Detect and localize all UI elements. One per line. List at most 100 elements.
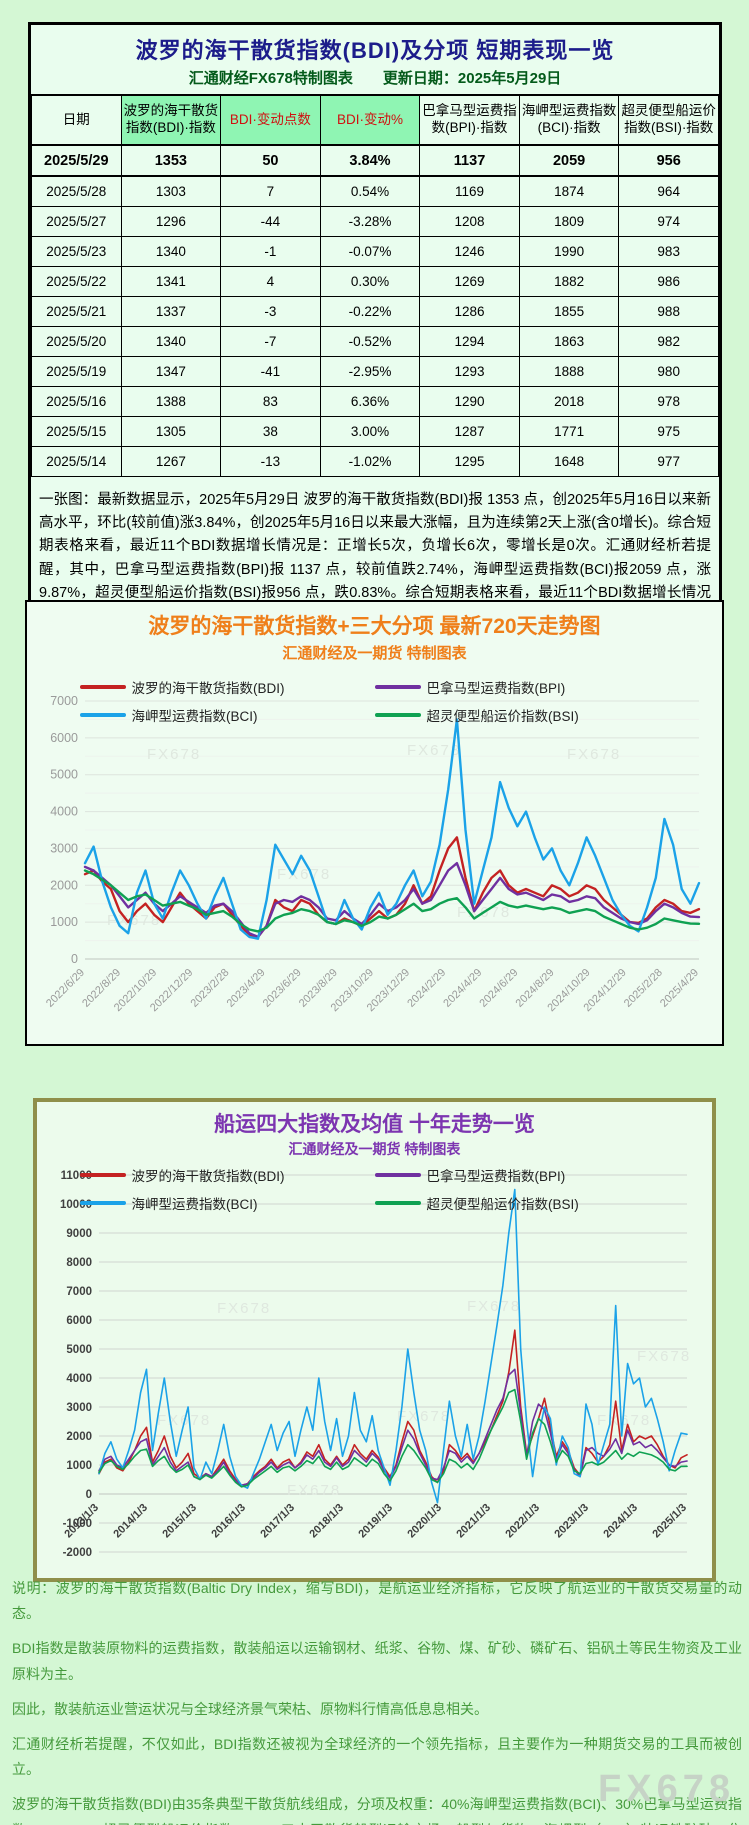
svg-text:1000: 1000 bbox=[50, 915, 78, 929]
table-cell: -41 bbox=[220, 356, 321, 387]
svg-text:2025/2/28: 2025/2/28 bbox=[622, 967, 665, 1010]
svg-text:6000: 6000 bbox=[50, 731, 78, 745]
svg-text:2022/1/3: 2022/1/3 bbox=[503, 1502, 542, 1541]
table-cell: 1290 bbox=[419, 386, 520, 417]
svg-text:4000: 4000 bbox=[50, 805, 78, 819]
table-cell: 975 bbox=[618, 416, 719, 447]
svg-text:9000: 9000 bbox=[66, 1228, 92, 1240]
table-cell: 1296 bbox=[120, 206, 222, 237]
svg-text:2019/1/3: 2019/1/3 bbox=[356, 1502, 395, 1541]
note-line: 波罗的海干散货指数(BDI)由35条典型干散货航线组成，分项及权重：40%海岬型… bbox=[12, 1796, 742, 1825]
table-cell: -7 bbox=[220, 326, 321, 357]
svg-text:2023/1/3: 2023/1/3 bbox=[552, 1502, 591, 1541]
table-cell: 2025/5/29 bbox=[31, 144, 122, 177]
chart-720d-section: 波罗的海干散货指数+三大分项 最新720天走势图 汇通财经及一期货 特制图表 0… bbox=[25, 600, 724, 1046]
table-cell: 1648 bbox=[518, 446, 620, 477]
table-cell: -0.07% bbox=[319, 236, 421, 267]
table-cell: 1863 bbox=[518, 326, 620, 357]
svg-text:3000: 3000 bbox=[66, 1402, 92, 1414]
table-cell: 83 bbox=[220, 386, 321, 417]
table-cell: 1990 bbox=[518, 236, 620, 267]
table-section: 波罗的海干散货指数(BDI)及分项 短期表现一览 汇通财经FX678特制图表 更… bbox=[28, 22, 722, 667]
svg-text:FX678: FX678 bbox=[217, 1300, 271, 1317]
table-row: 2025/5/23 1340 -1 -0.07% 1246 1990 983 bbox=[31, 236, 719, 267]
svg-text:5000: 5000 bbox=[50, 768, 78, 782]
table-cell: -3 bbox=[220, 296, 321, 327]
table-cell: -3.28% bbox=[319, 206, 421, 237]
table-cell: 986 bbox=[618, 266, 719, 297]
table-cell: 2025/5/28 bbox=[31, 175, 122, 207]
table-row: 2025/5/29 1353 50 3.84% 1137 2059 956 bbox=[31, 144, 719, 177]
table-row: 2025/5/20 1340 -7 -0.52% 1294 1863 982 bbox=[31, 326, 719, 357]
table-cell: 2025/5/20 bbox=[31, 326, 122, 357]
table-cell: 0.30% bbox=[319, 266, 421, 297]
bdi-table: 日期 波罗的海干散货指数(BDI)·指数 BDI·变动点数 BDI·变动% 巴拿… bbox=[31, 94, 719, 477]
chart1-canvas: 0 1000 2000 3000 4000 5000 6000 7000 2022/6/29 20… bbox=[44, 694, 701, 1014]
table-cell: 3.84% bbox=[319, 144, 421, 177]
table-cell: 3.00% bbox=[319, 416, 421, 447]
svg-text:10000: 10000 bbox=[60, 1199, 92, 1211]
svg-text:2022/6/29: 2022/6/29 bbox=[44, 967, 87, 1010]
svg-text:FX678: FX678 bbox=[397, 1408, 451, 1425]
chart1-subtitle: 汇通财经及一期货 特制图表 bbox=[282, 645, 467, 662]
chart2-area: -2000 -1000 0 1000 2000 3000 4000 5000 6000 7000 8… bbox=[37, 1163, 712, 1578]
svg-text:4000: 4000 bbox=[66, 1373, 92, 1385]
svg-text:2025/1/3: 2025/1/3 bbox=[650, 1502, 689, 1541]
table-row: 2025/5/19 1347 -41 -2.95% 1293 1888 980 bbox=[31, 356, 719, 387]
svg-text:7000: 7000 bbox=[50, 694, 78, 708]
table-cell: 974 bbox=[618, 206, 719, 237]
table-cell: 978 bbox=[618, 386, 719, 417]
svg-text:2024/6/29: 2024/6/29 bbox=[477, 967, 520, 1010]
table-cell: 1340 bbox=[120, 236, 222, 267]
svg-text:2017/1/3: 2017/1/3 bbox=[258, 1502, 297, 1541]
chart-10y-section: 船运四大指数及均值 十年走势一览 汇通财经及一期货 特制图表 -2000 -100… bbox=[33, 1098, 716, 1582]
svg-text:2023/4/29: 2023/4/29 bbox=[225, 967, 268, 1010]
svg-text:7000: 7000 bbox=[66, 1286, 92, 1298]
table-cell: 2059 bbox=[518, 144, 620, 177]
note-line: BDI指数是散装原物料的运费指数，散装船运以运输钢材、纸浆、谷物、煤、矿砂、磷矿… bbox=[12, 1640, 742, 1682]
svg-text:2015/1/3: 2015/1/3 bbox=[160, 1502, 199, 1541]
svg-text:FX678: FX678 bbox=[287, 1482, 341, 1499]
svg-text:2024/1/3: 2024/1/3 bbox=[601, 1502, 640, 1541]
chart1-title: 波罗的海干散货指数+三大分项 最新720天走势图 bbox=[148, 615, 601, 638]
table-cell: 2025/5/23 bbox=[31, 236, 122, 267]
svg-text:2021/1/3: 2021/1/3 bbox=[454, 1502, 493, 1541]
table-cell: -2.95% bbox=[319, 356, 421, 387]
table-cell: 0.54% bbox=[319, 175, 421, 207]
table-cell: 38 bbox=[220, 416, 321, 447]
table-row: 2025/5/27 1296 -44 -3.28% 1208 1809 974 bbox=[31, 206, 719, 237]
table-cell: -1.02% bbox=[319, 446, 421, 477]
table-cell: 1246 bbox=[419, 236, 520, 267]
svg-text:FX678: FX678 bbox=[567, 746, 621, 763]
table-cell: 980 bbox=[618, 356, 719, 387]
svg-text:FX678: FX678 bbox=[467, 1298, 521, 1315]
chart2-title: 船运四大指数及均值 十年走势一览 bbox=[214, 1113, 535, 1136]
svg-text:0: 0 bbox=[71, 952, 78, 966]
table-cell: 2025/5/19 bbox=[31, 356, 122, 387]
table-cell: 1267 bbox=[120, 446, 222, 477]
col-header-bpi: 巴拿马型运费指数(BPI)·指数 bbox=[419, 94, 520, 146]
table-cell: 2025/5/21 bbox=[31, 296, 122, 327]
col-header-bdi-index: 波罗的海干散货指数(BDI)·指数 bbox=[120, 94, 222, 146]
table-subtitle: 汇通财经FX678特制图表 更新日期：2025年5月29日 bbox=[188, 70, 562, 87]
table-title: 波罗的海干散货指数(BDI)及分项 短期表现一览 bbox=[135, 38, 615, 63]
svg-text:1000: 1000 bbox=[66, 1460, 92, 1472]
table-cell: 1771 bbox=[518, 416, 620, 447]
chart2-subtitle: 汇通财经及一期货 特制图表 bbox=[288, 1141, 461, 1157]
table-body: 2025/5/29 1353 50 3.84% 1137 2059 956 2025/5/28… bbox=[31, 144, 719, 477]
table-cell: -1 bbox=[220, 236, 321, 267]
table-cell: 1874 bbox=[518, 175, 620, 207]
table-cell: 7 bbox=[220, 175, 321, 207]
note-line: 因此，散装航运业营运状况与全球经济景气荣枯、原物料行情高低息息相关。 bbox=[12, 1700, 488, 1717]
table-cell: -13 bbox=[220, 446, 321, 477]
svg-text:2024/4/29: 2024/4/29 bbox=[441, 967, 484, 1010]
table-cell: 1287 bbox=[419, 416, 520, 447]
table-cell: 2025/5/16 bbox=[31, 386, 122, 417]
table-cell: 977 bbox=[618, 446, 719, 477]
table-cell: 1137 bbox=[419, 144, 520, 177]
table-cell: 1208 bbox=[419, 206, 520, 237]
svg-text:2000: 2000 bbox=[66, 1431, 92, 1443]
table-cell: 1882 bbox=[518, 266, 620, 297]
svg-text:FX678: FX678 bbox=[147, 746, 201, 763]
